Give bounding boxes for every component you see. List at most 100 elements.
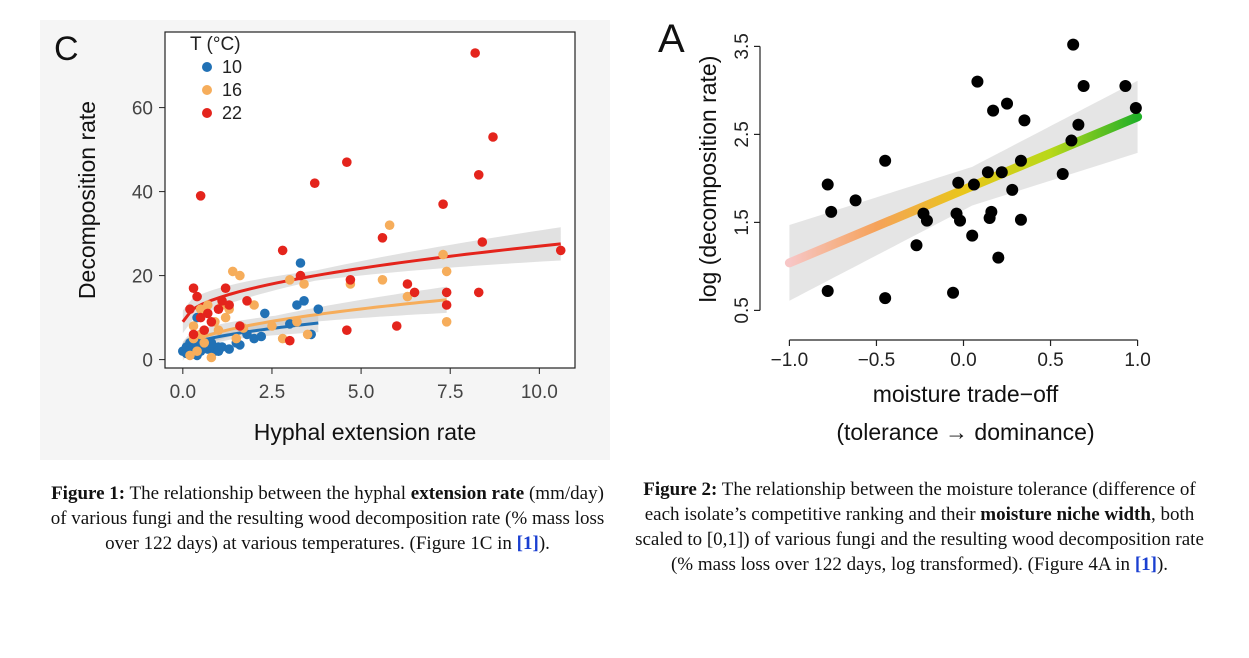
- data-point-22: [473, 170, 484, 180]
- data-point-22: [188, 283, 199, 294]
- figure-1-caption: Figure 1: The relationship between the h…: [50, 481, 605, 556]
- data-point-22: [195, 191, 206, 201]
- data-point-22: [242, 296, 252, 306]
- data-point-22: [309, 178, 320, 188]
- data-point-22: [438, 199, 448, 209]
- data-point: [1067, 38, 1080, 51]
- data-point: [967, 178, 980, 191]
- data-point-16: [384, 220, 395, 230]
- data-point-22: [477, 237, 488, 247]
- data-point-16: [231, 333, 242, 344]
- data-point-22: [235, 321, 245, 331]
- x-tick-label: 5.0: [348, 382, 374, 403]
- data-point: [1001, 97, 1014, 110]
- data-point-16: [441, 317, 452, 327]
- fit-line-16: [181, 298, 447, 353]
- data-point-16: [249, 300, 259, 310]
- data-point-22: [391, 321, 402, 331]
- x-tick-label: −1.0: [771, 350, 809, 371]
- fit-band-16: [182, 286, 447, 361]
- data-point-22: [199, 325, 210, 336]
- figure-1-caption-text-2: (mm/day) of various fungi and the result…: [50, 483, 605, 554]
- figure-2-chart: A 0.5 1.5 2.5 3.5 −1.0 −0.5 0.0 0.5 1.0 moisture t…: [650, 10, 1180, 460]
- figure-2-caption-bold: moisture niche width: [980, 504, 1151, 525]
- data-point-10: [224, 344, 234, 354]
- figure-1-caption-bold: extension rate: [410, 483, 525, 504]
- data-point: [1006, 183, 1019, 196]
- data-point-10: [206, 338, 217, 348]
- data-point-16: [302, 329, 313, 340]
- legend-title: T (°C): [190, 34, 241, 55]
- x-axis-label: Hyphal extension rate: [254, 419, 476, 445]
- legend-marker-10: [202, 62, 212, 72]
- data-point-22: [555, 245, 566, 256]
- x-tick-label: 0.5: [1037, 350, 1063, 371]
- data-point-16: [299, 279, 309, 289]
- data-point-22: [441, 300, 452, 310]
- data-point: [985, 205, 998, 218]
- data-point-16: [227, 266, 238, 277]
- x-tick-label: −0.5: [858, 350, 896, 371]
- data-point: [995, 166, 1008, 179]
- data-point: [825, 205, 838, 218]
- data-point-10: [292, 300, 302, 310]
- data-point: [1014, 154, 1027, 167]
- data-point-22: [473, 287, 484, 298]
- x-tick-label: 7.5: [437, 382, 463, 403]
- x-axis-label: moisture trade−off: [873, 381, 1059, 407]
- data-point-10: [299, 296, 309, 306]
- legend-label-10: 10: [222, 57, 242, 77]
- data-point: [1014, 213, 1027, 226]
- legend-label-22: 22: [222, 103, 242, 123]
- data-point: [987, 104, 1000, 117]
- data-point-16: [441, 266, 452, 277]
- data-point-16: [402, 291, 413, 302]
- data-point-22: [277, 245, 288, 256]
- y-tick-label: 3.5: [732, 33, 753, 59]
- figure-1-chart: C 0.0 2.5 5.0 7.5 10.0 0 20 40 60 Hyphal extension…: [40, 20, 610, 460]
- figure-1-svg: C 0.0 2.5 5.0 7.5 10.0 0 20 40 60 Hyphal extension…: [40, 20, 610, 460]
- data-point: [1119, 80, 1132, 92]
- data-point: [821, 178, 834, 191]
- figure-2-caption-text-2: , both scaled to [0,1]) of various fungi…: [635, 504, 1204, 575]
- data-point: [1077, 80, 1090, 92]
- data-point-22: [284, 335, 295, 346]
- data-point-22: [470, 48, 480, 58]
- data-point-16: [188, 321, 199, 331]
- figure-2-citation-link[interactable]: [1]: [1134, 554, 1157, 575]
- data-point-22: [195, 312, 206, 323]
- data-point-22: [213, 304, 224, 315]
- panel-label: C: [54, 30, 79, 68]
- data-point-22: [185, 304, 195, 315]
- data-point-22: [202, 308, 213, 319]
- data-point-22: [402, 279, 413, 289]
- data-point-22: [224, 300, 234, 310]
- x-axis-label-line2: (tolerance → dominance): [836, 419, 1094, 445]
- data-point-10: [260, 308, 270, 319]
- data-point: [920, 214, 933, 227]
- data-point-16: [438, 249, 448, 260]
- data-point: [952, 176, 965, 189]
- data-point-10: [256, 331, 267, 342]
- data-point-10: [313, 304, 324, 315]
- data-point-16: [195, 304, 206, 315]
- x-tick-label: 0.0: [950, 350, 976, 371]
- y-tick-label: 20: [132, 267, 153, 288]
- data-point-22: [192, 291, 202, 302]
- figure-2-caption: Figure 2: The relationship between the m…: [632, 477, 1207, 577]
- data-point-16: [185, 350, 195, 361]
- data-point-16: [199, 338, 210, 348]
- data-point-16: [192, 346, 202, 357]
- y-tick-label: 40: [132, 183, 153, 204]
- data-point: [947, 286, 960, 299]
- legend-label-16: 16: [222, 80, 242, 100]
- data-point: [1072, 118, 1085, 131]
- data-point: [879, 292, 892, 305]
- figure-1-caption-label: Figure 1:: [51, 483, 126, 504]
- figure-2-svg: A 0.5 1.5 2.5 3.5 −1.0 −0.5 0.0 0.5 1.0 moisture t…: [658, 17, 1151, 445]
- y-tick-label: 0.5: [732, 297, 753, 323]
- figure-1-citation-link[interactable]: [1]: [516, 533, 539, 554]
- legend-marker-16: [202, 85, 212, 95]
- y-tick-label: 0: [142, 351, 153, 372]
- y-tick-label: 2.5: [732, 121, 753, 147]
